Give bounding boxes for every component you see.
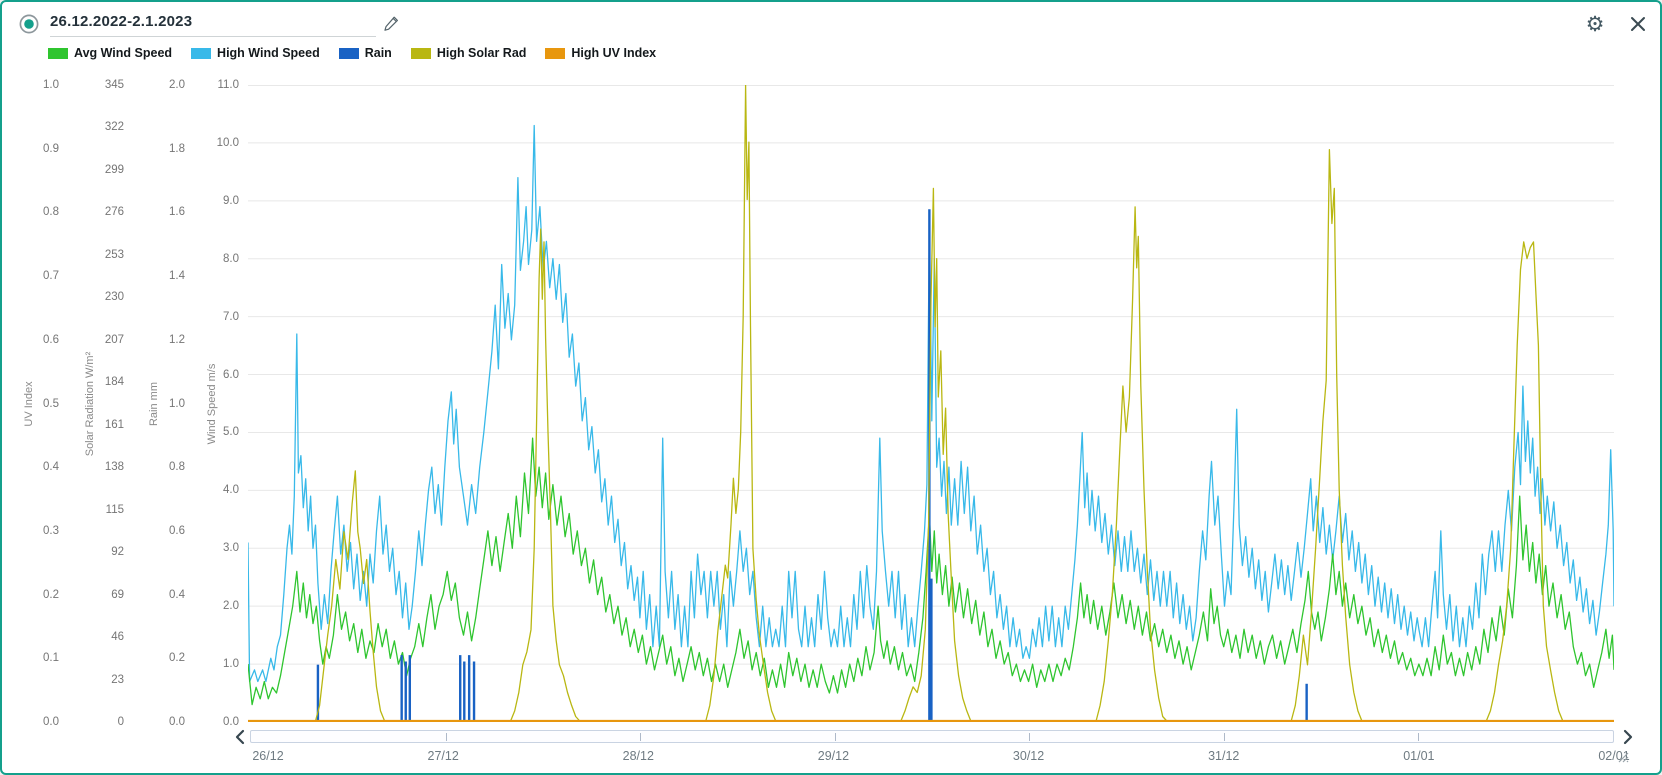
y-tick-label: 1.0 xyxy=(223,658,239,671)
legend-item-high-uv-index[interactable]: High UV Index xyxy=(545,46,656,60)
y-tick-label: 1.2 xyxy=(169,333,185,346)
y-tick-label: 3.0 xyxy=(223,542,239,555)
radio-selected-icon[interactable] xyxy=(19,14,39,34)
y-tick-label: 161 xyxy=(104,418,124,431)
legend-item-rain[interactable]: Rain xyxy=(338,46,392,60)
y-tick-label: 322 xyxy=(104,121,124,134)
y-tick-label: 207 xyxy=(104,333,124,346)
y-tick-label: 0.8 xyxy=(43,206,59,219)
y-tick-label: 0.0 xyxy=(169,716,185,728)
x-axis-day-label: 01/01 xyxy=(1403,749,1435,763)
window-header: 26.12.2022-2.1.2023 ⚙ xyxy=(2,2,1660,44)
x-axis-day-label: 27/12 xyxy=(427,749,459,763)
y-tick-label: 7.0 xyxy=(223,310,239,323)
legend-swatch-icon xyxy=(338,47,359,59)
y-axis-title: Wind Speed m/s xyxy=(206,363,218,444)
scrollbar-day-tick xyxy=(640,733,642,741)
series-avg-wind-speed-line xyxy=(248,437,1614,706)
scroll-left-chevron-icon[interactable] xyxy=(232,728,248,746)
y-tick-label: 1.8 xyxy=(169,142,185,155)
legend-label: High Wind Speed xyxy=(217,46,320,60)
scrollbar-day-tick xyxy=(1223,733,1225,741)
y-tick-label: 2.0 xyxy=(169,79,185,91)
y-tick-label: 253 xyxy=(104,248,124,261)
y-tick-label: 1.6 xyxy=(169,206,185,219)
y-tick-label: 0.1 xyxy=(43,652,59,665)
legend-swatch-icon xyxy=(545,47,566,59)
close-icon[interactable] xyxy=(1629,15,1647,33)
chart-legend: Avg Wind Speed High Wind Speed Rain High So… xyxy=(48,46,656,60)
y-tick-label: 0.2 xyxy=(169,652,185,665)
legend-label: Rain xyxy=(364,46,392,60)
y-tick-label: 9.0 xyxy=(223,194,239,207)
legend-label: High UV Index xyxy=(571,46,657,60)
y-tick-label: 0.0 xyxy=(43,716,59,728)
legend-item-high-wind-speed[interactable]: High Wind Speed xyxy=(191,46,320,60)
y-tick-label: 276 xyxy=(104,206,124,219)
y-tick-label: 0.7 xyxy=(43,270,59,283)
y-tick-label: 0.9 xyxy=(43,142,59,155)
y-tick-label: 8.0 xyxy=(223,252,239,265)
y-tick-label: 10.0 xyxy=(216,136,239,149)
y-tick-label: 6.0 xyxy=(223,368,239,381)
y-tick-label: 0 xyxy=(117,716,124,728)
y-tick-label: 4.0 xyxy=(223,484,239,497)
y-tick-label: 0.6 xyxy=(43,333,59,346)
y-tick-label: 1.0 xyxy=(43,79,59,91)
time-range-scrollbar[interactable] xyxy=(250,730,1614,743)
y-axis-title: Rain mm xyxy=(148,381,160,426)
y-tick-label: 23 xyxy=(111,673,124,686)
chart-plot-area[interactable] xyxy=(248,85,1614,722)
x-axis-day-label: 30/12 xyxy=(1012,749,1045,763)
y-tick-label: 0.3 xyxy=(43,524,59,537)
y-tick-label: 1.0 xyxy=(169,397,185,410)
y-tick-label: 0.5 xyxy=(43,397,59,410)
edit-pencil-icon[interactable] xyxy=(383,14,401,34)
y-tick-label: 92 xyxy=(111,546,124,559)
date-range-input[interactable]: 26.12.2022-2.1.2023 xyxy=(50,10,376,37)
y-tick-label: 115 xyxy=(105,503,124,516)
x-axis-day-label: 26/12 xyxy=(252,749,284,763)
scrollbar-day-tick xyxy=(834,733,836,741)
x-axis-day-label: 31/12 xyxy=(1208,749,1240,763)
x-axis-day-label: 28/12 xyxy=(622,749,654,763)
y-tick-label: 0.4 xyxy=(43,461,59,474)
legend-swatch-icon xyxy=(191,47,212,59)
legend-swatch-icon xyxy=(48,47,68,59)
y-tick-label: 138 xyxy=(104,461,124,474)
y-tick-label: 0.6 xyxy=(169,524,185,537)
settings-gear-icon[interactable]: ⚙ xyxy=(1585,13,1605,36)
scroll-right-chevron-icon[interactable] xyxy=(1620,728,1636,746)
legend-label: Avg Wind Speed xyxy=(74,46,173,60)
scrollbar-day-tick xyxy=(1418,733,1420,741)
y-tick-label: 2.0 xyxy=(223,600,239,613)
y-tick-label: 0.2 xyxy=(43,588,59,601)
y-tick-label: 69 xyxy=(111,588,124,601)
resize-handle[interactable] xyxy=(1616,750,1629,763)
y-tick-label: 11.0 xyxy=(217,79,239,91)
scrollbar-day-tick xyxy=(445,733,447,741)
y-tick-label: 1.4 xyxy=(169,270,185,283)
y-tick-label: 46 xyxy=(111,631,124,644)
y-tick-label: 0.0 xyxy=(223,716,239,728)
legend-label: High Solar Rad xyxy=(436,46,527,60)
x-axis-day-label: 29/12 xyxy=(817,749,850,763)
scrollbar-day-tick xyxy=(1029,733,1031,741)
y-tick-label: 0.4 xyxy=(169,588,185,601)
y-tick-label: 345 xyxy=(104,79,124,91)
series-high-wind-speed-line xyxy=(248,124,1614,683)
y-tick-label: 5.0 xyxy=(223,426,239,439)
legend-item-high-solar-rad[interactable]: High Solar Rad xyxy=(410,46,527,60)
y-tick-label: 184 xyxy=(104,376,124,389)
y-tick-label: 0.8 xyxy=(169,461,185,474)
y-tick-label: 230 xyxy=(104,291,124,304)
series-high-solar-rad-line xyxy=(248,85,1614,722)
legend-swatch-icon xyxy=(410,47,431,59)
y-tick-label: 299 xyxy=(104,163,124,176)
legend-item-avg-wind-speed[interactable]: Avg Wind Speed xyxy=(48,46,172,60)
